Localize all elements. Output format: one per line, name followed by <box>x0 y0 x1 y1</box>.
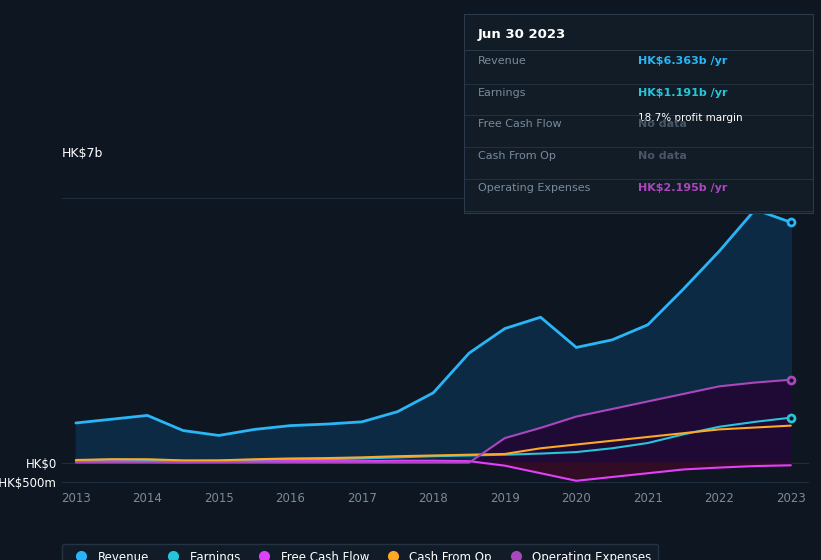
Text: Revenue: Revenue <box>478 56 526 66</box>
Text: Earnings: Earnings <box>478 87 526 97</box>
Text: Operating Expenses: Operating Expenses <box>478 183 590 193</box>
Text: Jun 30 2023: Jun 30 2023 <box>478 28 566 41</box>
Legend: Revenue, Earnings, Free Cash Flow, Cash From Op, Operating Expenses: Revenue, Earnings, Free Cash Flow, Cash … <box>62 544 658 560</box>
Text: HK$1.191b /yr: HK$1.191b /yr <box>639 87 728 97</box>
Text: No data: No data <box>639 119 687 129</box>
Text: HK$7b: HK$7b <box>62 147 103 160</box>
Text: Cash From Op: Cash From Op <box>478 151 556 161</box>
Text: No data: No data <box>639 151 687 161</box>
Text: 18.7% profit margin: 18.7% profit margin <box>639 113 743 123</box>
Text: HK$6.363b /yr: HK$6.363b /yr <box>639 56 727 66</box>
Text: Free Cash Flow: Free Cash Flow <box>478 119 562 129</box>
Text: HK$2.195b /yr: HK$2.195b /yr <box>639 183 727 193</box>
